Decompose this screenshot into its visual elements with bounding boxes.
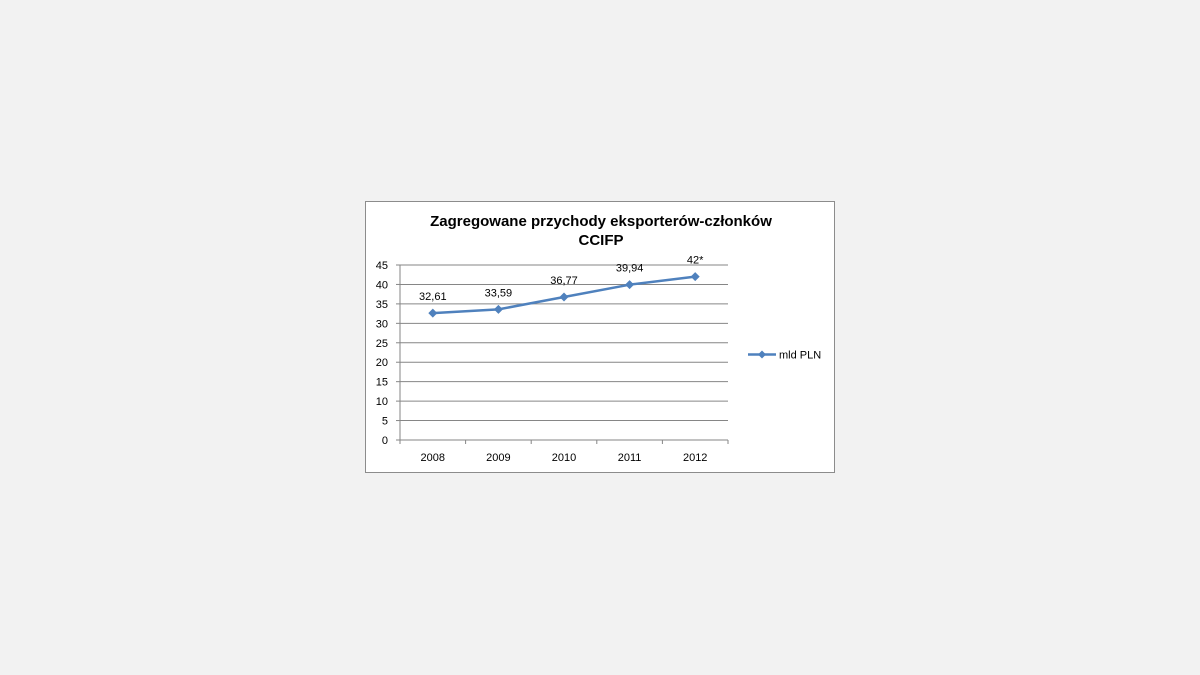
data-point-marker [625,280,635,290]
line-chart: 0 5 10 15 20 25 30 35 40 45 2008 2009 2010 2011 2012 32… [376,255,821,464]
y-tick-label: 30 [376,318,388,330]
y-tick-label: 35 [376,299,388,311]
x-tick-label: 2010 [552,452,576,464]
data-point-marker [690,272,700,282]
y-tick-label: 20 [376,357,388,369]
data-label: 32,61 [419,291,447,303]
legend-label: mld PLN [779,350,821,362]
x-tick-label: 2008 [421,452,445,464]
chart-title-line-1: Zagregowane przychody eksporterów-członk… [430,213,772,230]
x-tick-label: 2009 [486,452,510,464]
data-label: 36,77 [550,275,578,287]
data-point-marker [493,304,503,314]
y-tick-label: 0 [382,435,388,447]
y-tick-label: 40 [376,279,388,291]
chart-title: Zagregowane przychody eksporterów-członk… [366,212,836,250]
legend-marker [758,350,766,359]
y-tick-label: 5 [382,416,388,428]
y-tick-label: 15 [376,377,388,389]
chart-title-line-2: CCIFP [578,232,624,249]
y-tick-label: 25 [376,338,388,350]
data-label: 42* [687,255,704,267]
y-tick-label: 45 [376,260,388,272]
x-tick-label: 2011 [618,452,642,464]
data-label: 33,59 [485,287,513,299]
data-label: 39,94 [616,263,644,275]
data-point-marker [559,292,569,302]
y-tick-label: 10 [376,396,388,408]
data-point-marker [428,308,438,318]
x-tick-label: 2012 [683,452,707,464]
chart-frame: Zagregowane przychody eksporterów-członk… [365,201,835,473]
